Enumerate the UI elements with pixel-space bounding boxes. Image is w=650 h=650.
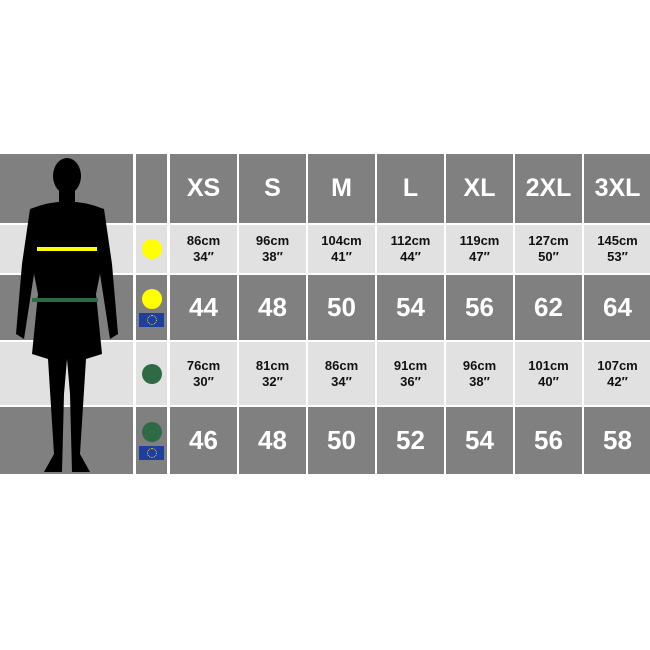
cm-value: 76cm bbox=[186, 357, 221, 373]
waist-measurement: 107cm 42″ bbox=[584, 342, 650, 405]
cm-value: 107cm bbox=[597, 357, 638, 373]
icon-cell bbox=[136, 407, 167, 474]
chest-measurement: 96cm 38″ bbox=[239, 225, 306, 273]
waist-measurement: 96cm 38″ bbox=[446, 342, 513, 405]
icon-cell bbox=[136, 342, 167, 405]
cm-value: 86cm bbox=[186, 233, 221, 248]
cm-value: 81cm bbox=[255, 357, 290, 373]
chest-measurement: 86cm 34″ bbox=[170, 225, 237, 273]
eu-flag-icon bbox=[139, 445, 164, 460]
inch-value: 38″ bbox=[469, 373, 490, 389]
chest-dot-icon bbox=[141, 239, 162, 259]
chest-measurement: 112cm 44″ bbox=[377, 225, 444, 273]
waist-eu-size: 54 bbox=[446, 407, 513, 474]
inch-value: 38″ bbox=[262, 249, 283, 264]
inch-value: 42″ bbox=[607, 373, 628, 389]
chest-eu-size: 64 bbox=[584, 275, 650, 340]
body-silhouette-icon bbox=[16, 158, 118, 472]
eu-flag-icon bbox=[139, 312, 164, 327]
size-header: L bbox=[377, 154, 444, 223]
chest-eu-size: 62 bbox=[515, 275, 582, 340]
inch-value: 41″ bbox=[331, 249, 352, 264]
waist-measurement: 91cm 36″ bbox=[377, 342, 444, 405]
figure-bg-row bbox=[0, 407, 133, 474]
waist-measurement: 76cm 30″ bbox=[170, 342, 237, 405]
waist-eu-size: 52 bbox=[377, 407, 444, 474]
cm-value: 96cm bbox=[255, 233, 290, 248]
waist-measurement: 86cm 34″ bbox=[308, 342, 375, 405]
cm-value: 104cm bbox=[321, 233, 362, 248]
chest-eu-size: 54 bbox=[377, 275, 444, 340]
cm-value: 112cm bbox=[390, 233, 431, 248]
cm-value: 91cm bbox=[393, 357, 428, 373]
chest-eu-size: 44 bbox=[170, 275, 237, 340]
waist-dot-icon bbox=[141, 421, 162, 442]
chest-measurement: 119cm 47″ bbox=[446, 225, 513, 273]
inch-value: 32″ bbox=[262, 373, 283, 389]
icon-cell bbox=[136, 225, 167, 273]
waist-eu-size: 50 bbox=[308, 407, 375, 474]
size-header: 2XL bbox=[515, 154, 582, 223]
chest-measurement: 104cm 41″ bbox=[308, 225, 375, 273]
cm-value: 101cm bbox=[528, 357, 569, 373]
inch-value: 50″ bbox=[538, 249, 559, 264]
chest-dot-icon bbox=[141, 288, 162, 309]
chest-eu-size: 48 bbox=[239, 275, 306, 340]
inch-value: 47″ bbox=[469, 249, 490, 264]
size-header: XS bbox=[170, 154, 237, 223]
chest-eu-size: 56 bbox=[446, 275, 513, 340]
size-header: S bbox=[239, 154, 306, 223]
icon-cell bbox=[136, 275, 167, 340]
inch-value: 44″ bbox=[400, 249, 421, 264]
waist-measurement: 81cm 32″ bbox=[239, 342, 306, 405]
inch-value: 36″ bbox=[400, 373, 421, 389]
inch-value: 40″ bbox=[538, 373, 559, 389]
inch-value: 34″ bbox=[331, 373, 352, 389]
chest-measurement: 145cm 53″ bbox=[584, 225, 650, 273]
inch-value: 30″ bbox=[193, 373, 214, 389]
waist-eu-size: 48 bbox=[239, 407, 306, 474]
cm-value: 127cm bbox=[528, 233, 569, 248]
inch-value: 53″ bbox=[607, 249, 628, 264]
size-header: 3XL bbox=[584, 154, 650, 223]
size-header: XL bbox=[446, 154, 513, 223]
inch-value: 34″ bbox=[193, 249, 214, 264]
waist-dot-icon bbox=[141, 363, 162, 384]
waist-eu-size: 56 bbox=[515, 407, 582, 474]
cm-value: 86cm bbox=[324, 357, 359, 373]
waist-eu-size: 58 bbox=[584, 407, 650, 474]
waist-measurement: 101cm 40″ bbox=[515, 342, 582, 405]
cm-value: 145cm bbox=[597, 233, 638, 248]
icon-cell bbox=[136, 154, 167, 223]
waist-eu-size: 46 bbox=[170, 407, 237, 474]
size-header: M bbox=[308, 154, 375, 223]
chest-measurement: 127cm 50″ bbox=[515, 225, 582, 273]
cm-value: 119cm bbox=[459, 233, 500, 248]
chest-eu-size: 50 bbox=[308, 275, 375, 340]
cm-value: 96cm bbox=[462, 357, 497, 373]
